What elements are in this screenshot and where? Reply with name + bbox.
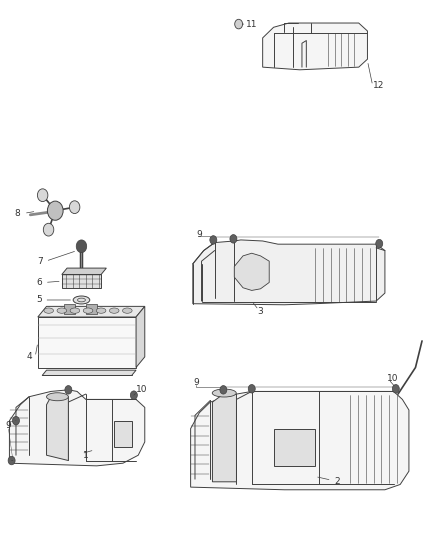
Polygon shape: [234, 253, 269, 290]
Circle shape: [235, 19, 243, 29]
Text: 9: 9: [197, 230, 202, 239]
Ellipse shape: [44, 308, 53, 313]
Text: 9: 9: [6, 422, 11, 431]
Text: 11: 11: [246, 20, 258, 29]
Text: 5: 5: [36, 295, 42, 304]
Polygon shape: [10, 390, 145, 466]
Text: 12: 12: [373, 81, 384, 90]
Ellipse shape: [110, 308, 119, 313]
Text: 9: 9: [194, 378, 199, 387]
Polygon shape: [42, 370, 136, 375]
Polygon shape: [114, 421, 132, 447]
Circle shape: [69, 201, 80, 214]
Circle shape: [37, 189, 48, 201]
Polygon shape: [193, 240, 385, 305]
Ellipse shape: [96, 308, 106, 313]
Circle shape: [392, 384, 399, 393]
Ellipse shape: [212, 389, 236, 397]
Polygon shape: [263, 23, 367, 70]
Text: 2: 2: [334, 478, 340, 486]
Circle shape: [248, 384, 255, 393]
Text: 8: 8: [14, 209, 20, 218]
Circle shape: [376, 239, 383, 248]
Polygon shape: [136, 306, 145, 368]
Circle shape: [47, 201, 63, 220]
FancyBboxPatch shape: [64, 304, 75, 314]
Ellipse shape: [46, 393, 68, 401]
Ellipse shape: [123, 308, 132, 313]
Circle shape: [76, 240, 87, 253]
Text: 6: 6: [36, 278, 42, 287]
Polygon shape: [274, 429, 315, 466]
Text: 10: 10: [387, 374, 399, 383]
Ellipse shape: [83, 308, 93, 313]
Circle shape: [210, 236, 217, 244]
Polygon shape: [38, 306, 145, 317]
Circle shape: [230, 235, 237, 243]
FancyBboxPatch shape: [86, 304, 97, 314]
Text: 7: 7: [37, 257, 43, 265]
Ellipse shape: [73, 296, 90, 304]
Ellipse shape: [57, 308, 67, 313]
Circle shape: [131, 391, 138, 399]
Circle shape: [43, 223, 54, 236]
Text: 10: 10: [135, 385, 147, 394]
Polygon shape: [38, 317, 136, 368]
Text: 1: 1: [83, 451, 89, 460]
Polygon shape: [62, 274, 101, 288]
Circle shape: [12, 416, 19, 425]
Polygon shape: [212, 394, 237, 482]
Text: 4: 4: [26, 352, 32, 361]
Polygon shape: [191, 391, 409, 490]
Polygon shape: [46, 397, 68, 461]
Text: 3: 3: [258, 307, 263, 316]
Polygon shape: [62, 268, 106, 274]
Circle shape: [220, 385, 227, 394]
Circle shape: [65, 385, 72, 394]
Ellipse shape: [70, 308, 80, 313]
Circle shape: [8, 456, 15, 465]
